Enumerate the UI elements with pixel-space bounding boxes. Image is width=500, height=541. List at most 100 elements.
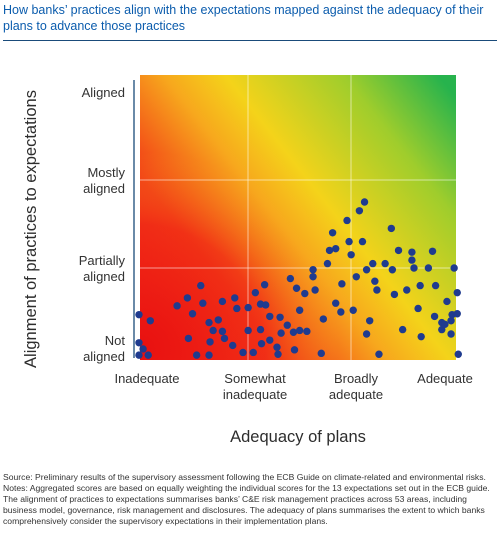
data-point [266, 312, 274, 321]
data-point [369, 259, 377, 268]
data-point [192, 351, 201, 359]
data-point [375, 350, 383, 358]
data-point [139, 345, 147, 353]
data-point [332, 244, 340, 253]
data-point [295, 326, 304, 335]
data-point [362, 266, 371, 274]
data-point [205, 351, 213, 359]
data-point [428, 247, 437, 255]
data-point [371, 277, 379, 285]
data-point [441, 320, 449, 329]
data-point [209, 326, 217, 335]
data-point [381, 259, 389, 268]
chart-footer: Source: Preliminary results of the super… [3, 472, 497, 527]
y-tick-label: Not aligned [83, 333, 125, 364]
data-point [311, 286, 319, 294]
data-point [424, 264, 433, 272]
data-point [231, 294, 239, 302]
data-point [408, 256, 416, 264]
data-point [343, 216, 351, 225]
y-tick-label: Mostly aligned [83, 165, 125, 196]
y-tick-label: Partially aligned [79, 253, 126, 284]
data-point [332, 299, 340, 307]
data-points [135, 198, 462, 359]
data-point [277, 329, 285, 337]
data-point [355, 207, 364, 215]
data-point [347, 251, 355, 259]
data-point [295, 306, 304, 314]
data-point [390, 290, 399, 299]
source-text: Source: Preliminary results of the super… [3, 472, 486, 482]
x-tick-label: Somewhat inadequate [223, 371, 287, 402]
data-point [398, 325, 407, 334]
scatter-chart: Not aligned Partially aligned Mostly aligned A… [22, 75, 473, 446]
y-tick-label: Aligned [82, 85, 125, 100]
data-point [290, 346, 299, 354]
data-point [388, 266, 397, 274]
data-point [218, 297, 227, 306]
y-axis-label: Alignment of practices to expectations [22, 90, 40, 368]
data-point [135, 339, 143, 347]
data-point [410, 264, 418, 272]
data-point [146, 317, 154, 325]
data-point [328, 229, 337, 237]
data-point [274, 350, 282, 358]
data-point [408, 248, 416, 256]
data-point [260, 281, 269, 289]
data-point [345, 237, 353, 246]
data-point [447, 330, 455, 338]
data-point [229, 341, 237, 350]
data-point [276, 313, 284, 321]
data-point [273, 343, 281, 351]
data-point [266, 336, 274, 344]
data-point [261, 301, 270, 309]
data-point [338, 280, 346, 288]
data-point [135, 351, 143, 359]
data-point [303, 327, 311, 336]
data-point [325, 246, 334, 255]
data-point [417, 332, 425, 341]
data-point [144, 351, 152, 359]
data-point [373, 286, 381, 294]
data-point [286, 274, 295, 283]
data-point [349, 306, 357, 314]
data-point [188, 310, 197, 318]
data-point [183, 294, 192, 302]
data-point [394, 246, 403, 255]
x-tick-labels: Inadequate Somewhat inadequate Broadly adequ… [114, 371, 472, 402]
data-point [135, 310, 143, 319]
data-point [447, 317, 455, 325]
data-point [319, 315, 328, 323]
chart-title: How banks’ practices align with the expe… [3, 3, 484, 33]
data-point [453, 310, 461, 318]
data-point [416, 281, 424, 290]
data-point [431, 281, 440, 290]
x-tick-label: Adequate [417, 371, 473, 386]
data-point [301, 289, 309, 298]
data-point [173, 302, 181, 310]
data-point [443, 297, 451, 306]
data-point [454, 350, 462, 358]
data-point [289, 328, 298, 336]
data-point [352, 273, 360, 281]
data-point [430, 312, 439, 321]
data-point [257, 339, 266, 348]
data-point [365, 317, 374, 325]
data-point [233, 304, 241, 313]
data-point [249, 348, 257, 357]
data-point [309, 266, 317, 274]
data-point [239, 348, 247, 357]
data-point [218, 327, 227, 336]
data-point [450, 264, 458, 272]
data-point [292, 284, 301, 292]
data-point [309, 273, 317, 281]
data-point [251, 288, 260, 297]
data-point [387, 224, 396, 233]
data-point [362, 330, 371, 338]
data-point [244, 326, 252, 335]
plot-background-glow [140, 75, 456, 360]
x-tick-label: Inadequate [114, 371, 179, 386]
data-point [214, 316, 222, 324]
data-point [220, 334, 229, 343]
data-point [360, 198, 369, 206]
